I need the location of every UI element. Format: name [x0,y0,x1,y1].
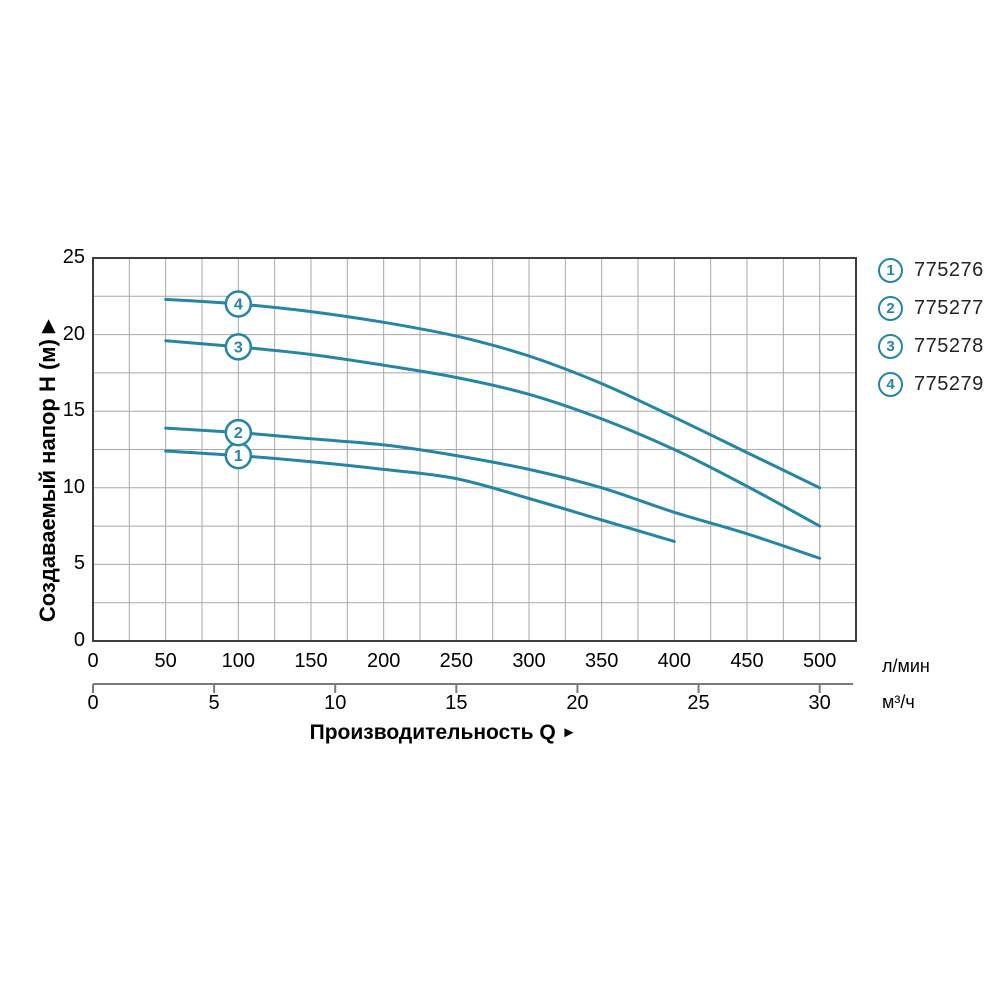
x-primary-tick-label: 300 [512,650,546,672]
secondary-unit-label: м³/ч [882,692,915,712]
legend-marker-circle: 2 [878,296,903,321]
x-primary-tick-label: 0 [87,650,99,672]
right-arrow-icon: ► [561,724,577,741]
curve-marker-number: 4 [234,296,243,313]
legend-item-775277: 2 775277 [878,296,984,321]
x-primary-tick-label: 400 [657,650,692,672]
x-axis-title: Производительность Q ► [93,721,793,745]
x-secondary-tick-label: 30 [808,692,831,714]
y-tick-label: 5 [73,552,85,575]
curve-marker-circle [224,418,253,447]
x-primary-tick-label: 450 [730,650,764,672]
curve-775279 [164,297,822,490]
curve-775277 [164,426,822,560]
legend: 1 775276 2 775277 3 775278 4 775279 [878,258,984,410]
legend-marker-circle: 3 [878,334,903,359]
curve-marker-number: 2 [234,425,243,442]
x-secondary-tick-label: 20 [566,692,589,714]
legend-item-label: 775278 [914,335,984,357]
y-tick-label: 15 [62,399,85,422]
legend-item-775279: 4 775279 [878,372,984,397]
x-primary-tick-label: 350 [584,650,619,672]
legend-marker-circle: 1 [878,258,903,283]
x-secondary-tick-label: 25 [687,692,710,714]
y-tick-label: 20 [62,322,85,345]
curve-marker-circle [224,333,253,361]
x-primary-tick-label: 100 [221,650,256,672]
x-secondary-tick-label: 5 [208,692,220,714]
x-primary-tick-label: 50 [154,650,177,672]
legend-item-label: 775277 [914,297,984,319]
legend-item-775276: 1 775276 [878,258,984,283]
x-secondary-tick-label: 15 [445,692,468,714]
x-primary-tick-label: 200 [366,650,401,672]
x-secondary-tick-label: 0 [87,692,99,714]
curve-marker-number: 1 [234,448,243,465]
y-tick-label: 25 [62,246,85,268]
x-primary-tick-label: 500 [802,650,837,672]
plot-border [92,257,857,642]
primary-unit-label: л/мин [882,656,930,676]
curve-marker-number: 3 [234,339,243,356]
x-primary-tick-label: 250 [439,650,474,672]
y-tick-label: 10 [62,475,85,498]
legend-item-label: 775279 [914,373,984,395]
legend-item-label: 775276 [914,259,984,281]
x-secondary-tick-label: 10 [324,692,347,714]
x-axis-title-text: Производительность Q [309,721,556,744]
curve-775278 [164,339,822,528]
curve-marker-circle [224,290,253,318]
legend-marker-circle: 4 [878,372,903,397]
x-primary-tick-label: 150 [294,650,328,672]
legend-item-775278: 3 775278 [878,334,984,359]
y-tick-label: 0 [73,629,85,651]
